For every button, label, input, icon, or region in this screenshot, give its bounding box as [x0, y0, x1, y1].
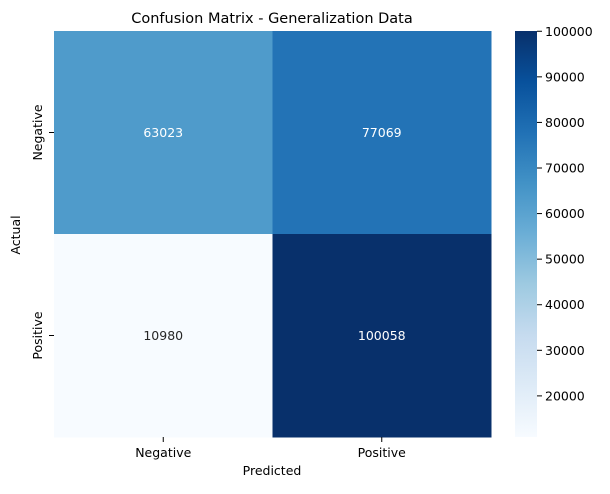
colorbar-tick-label: 90000: [545, 69, 585, 84]
heatmap-cell: [272, 31, 492, 235]
colorbar-tick-label: 20000: [545, 388, 585, 403]
colorbar: [515, 31, 537, 437]
y-axis-label: Actual: [8, 215, 23, 254]
colorbar-tick-label: 70000: [545, 160, 585, 175]
y-tick-label: Negative: [30, 104, 45, 160]
colorbar-tick-label: 40000: [545, 297, 585, 312]
cell-value-label: 100058: [358, 328, 406, 343]
cell-value-label: 63023: [143, 125, 183, 140]
colorbar-tick-label: 80000: [545, 115, 585, 130]
y-tick-label: Positive: [30, 311, 45, 359]
heatmap-cell: [54, 234, 273, 438]
cell-value-label: 10980: [143, 328, 183, 343]
colorbar-tick-label: 100000: [545, 24, 593, 39]
heatmap-cell: [54, 31, 273, 235]
colorbar-tick-label: 30000: [545, 343, 585, 358]
colorbar-tick-label: 50000: [545, 252, 585, 267]
colorbar-tick-label: 60000: [545, 206, 585, 221]
x-axis-label: Predicted: [243, 463, 302, 478]
colorbar-ticks: 20000 30000 40000 50000 60000 70000 80000 90000…: [537, 24, 593, 403]
y-axis-ticks: Negative Positive: [30, 104, 54, 360]
x-axis-ticks: Negative Positive: [135, 437, 406, 460]
x-tick-label: Positive: [358, 445, 406, 460]
x-tick-label: Negative: [135, 445, 191, 460]
heatmap-cell: [272, 234, 492, 438]
heatmap-cells: 63023 77069 10980 100058: [54, 31, 492, 438]
cell-value-label: 77069: [362, 125, 402, 140]
chart-title: Confusion Matrix - Generalization Data: [131, 11, 413, 27]
